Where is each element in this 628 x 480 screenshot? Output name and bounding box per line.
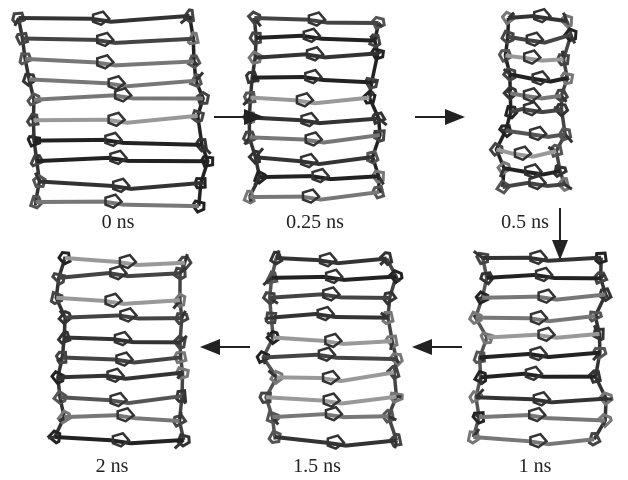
molecule-stick <box>482 294 605 299</box>
molecule-stick <box>39 182 200 189</box>
time-label: 1.5 ns <box>293 455 341 477</box>
molecule-stick <box>65 258 185 265</box>
molecule-stick <box>62 357 180 362</box>
molecule-stick <box>396 359 398 363</box>
molecule-stick <box>15 18 19 26</box>
time-label: 0.5 ns <box>501 211 549 233</box>
molecule-stick <box>379 191 382 192</box>
molecule-stick <box>193 39 194 42</box>
molecule-stick <box>272 414 388 417</box>
molecule-stick <box>504 168 560 174</box>
molecule-stick <box>500 130 505 131</box>
molecule-stick <box>64 338 180 343</box>
molecule-stick <box>476 397 606 402</box>
molecule-stick <box>19 16 190 22</box>
molecule-stick <box>378 52 381 54</box>
molecule-stick <box>571 35 575 44</box>
time-label: 2 ns <box>96 455 129 477</box>
molecule-stick <box>29 79 196 86</box>
molecule-stick <box>606 294 608 297</box>
molecule-stick <box>48 437 55 438</box>
molecule-stick <box>60 396 182 403</box>
molecule-stick <box>372 81 378 82</box>
figure: 0 ns 0.25 ns 0.5 ns 1 ns 1.5 ns 2 ns <box>0 0 628 480</box>
molecule-stick <box>249 192 379 200</box>
molecule-stick <box>476 415 480 417</box>
molecule-stick <box>65 315 182 318</box>
molecule-stick <box>249 135 380 142</box>
molecule-stick <box>266 397 396 404</box>
molecule-stick <box>260 176 379 179</box>
time-label: 0 ns <box>102 211 135 233</box>
molecule-stick <box>22 38 193 42</box>
molecule-stick <box>473 258 487 437</box>
molecule-stick <box>185 254 187 263</box>
molecule-stick <box>606 399 612 400</box>
molecule-stick <box>487 334 599 338</box>
molecule-stick <box>55 437 184 443</box>
molecule-stick <box>32 134 34 140</box>
molecule-stick <box>476 316 596 321</box>
time-label: 1 ns <box>519 455 552 477</box>
molecule-stick <box>556 21 571 184</box>
time-label: 0.25 ns <box>286 211 344 233</box>
molecule-stick <box>179 412 181 421</box>
molecule-stick <box>506 131 565 137</box>
molecule-stick <box>474 315 476 318</box>
molecule-stick <box>480 353 600 358</box>
molecule-stick <box>275 437 397 446</box>
molecule-stick <box>265 318 272 319</box>
molecule-stick <box>478 298 482 299</box>
molecule-stick <box>273 338 392 344</box>
molecule-stick <box>255 53 378 57</box>
molecule-stick <box>272 276 396 279</box>
molecule-stick <box>487 275 601 278</box>
molecule-stick <box>270 294 390 298</box>
molecule-stick <box>31 117 34 120</box>
molecule-stick <box>254 18 378 23</box>
molecule-stick <box>473 437 594 444</box>
molecule-stick <box>33 116 197 123</box>
molecule-stick <box>510 74 568 81</box>
molecule-stick <box>507 91 510 93</box>
molecule-stick <box>595 316 598 317</box>
molecule-stick <box>505 56 563 61</box>
